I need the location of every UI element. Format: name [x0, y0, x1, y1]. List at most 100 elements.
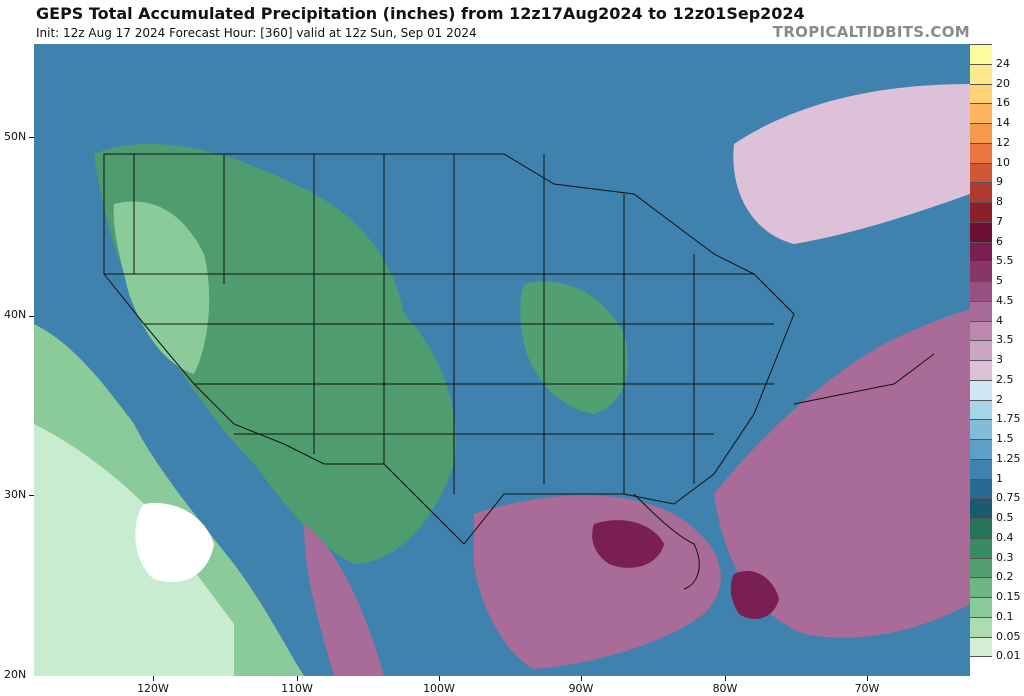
colorbar-swatch — [970, 281, 992, 301]
dry-baja-patch — [135, 503, 214, 583]
colorbar-swatch — [970, 537, 992, 558]
very-dry-pacific-region — [34, 424, 234, 676]
colorbar-level: 0.3 — [970, 537, 1024, 564]
colorbar-level: 0.15 — [970, 577, 1024, 603]
colorbar-level: 1.25 — [970, 439, 1024, 465]
colorbar-level: 0.4 — [970, 518, 1024, 544]
lon-label-70w: 70W — [854, 682, 880, 695]
colorbar-label: 20 — [996, 76, 1010, 90]
colorbar-label: 24 — [996, 56, 1010, 70]
lon-tick — [153, 676, 154, 681]
map-canvas — [34, 44, 970, 676]
colorbar-level: 16 — [970, 83, 1024, 109]
colorbar-swatch — [970, 340, 992, 360]
map-subtitle: Init: 12z Aug 17 2024 Forecast Hour: [36… — [36, 26, 477, 40]
colorbar-swatch — [970, 162, 992, 183]
colorbar-swatch — [970, 557, 992, 578]
colorbar-level: 3.5 — [970, 320, 1024, 346]
colorbar-swatch — [970, 202, 992, 222]
colorbar-label: 5.5 — [996, 254, 1014, 268]
brand-watermark: TROPICALTIDBITS.COM — [772, 23, 970, 41]
colorbar-level: 2.5 — [970, 360, 1024, 386]
colorbar-label: 9 — [996, 175, 1003, 189]
lon-label-80w: 80W — [712, 682, 738, 695]
colorbar-label: 3.5 — [996, 333, 1014, 347]
colorbar-label: 5 — [996, 274, 1003, 287]
boundary-lines — [103, 153, 935, 590]
colorbar-level — [970, 656, 1024, 676]
colorbar-label: 4.5 — [996, 293, 1014, 307]
colorbar-swatch — [970, 636, 992, 657]
colorbar-swatch — [970, 399, 992, 420]
colorbar-swatch — [970, 261, 992, 281]
colorbar-swatch — [970, 577, 992, 597]
colorbar-level: 8 — [970, 182, 1024, 208]
colorbar-level: 9 — [970, 162, 1024, 188]
colorbar-level: 0.75 — [970, 478, 1024, 504]
colorbar-level: 1.5 — [970, 419, 1024, 445]
colorbar-level: 0.1 — [970, 597, 1024, 623]
colorbar-level: 24 — [970, 44, 1024, 70]
colorbar-legend: 24 20 16 14 12 10 9 8 7 6 5.5 5 4.5 4 3.5 3 2.5 2 1.75 1.5 1… — [970, 44, 1024, 676]
gulf-heavy-core — [592, 520, 664, 568]
lat-label-20n: 20N — [4, 668, 27, 681]
colorbar-level: 14 — [970, 103, 1024, 129]
canada-wet-region — [733, 84, 970, 244]
colorbar-swatch — [970, 360, 992, 380]
colorbar-swatch — [970, 103, 992, 123]
colorbar-swatch — [970, 182, 992, 202]
colorbar-level: 1.75 — [970, 399, 1024, 425]
colorbar-level: 0.2 — [970, 557, 1024, 583]
colorbar-level: 5.5 — [970, 241, 1024, 267]
colorbar-label: 1.5 — [996, 432, 1014, 445]
lat-label-30n: 30N — [4, 488, 27, 501]
colorbar-swatch — [970, 498, 992, 518]
lon-label-100w: 100W — [423, 682, 455, 695]
colorbar-label: 0.15 — [996, 590, 1021, 603]
west-us-light-green — [113, 201, 210, 374]
lon-tick — [581, 676, 582, 681]
colorbar-swatch — [970, 63, 992, 84]
colorbar-level: 0.5 — [970, 498, 1024, 524]
colorbar-swatch — [970, 518, 992, 538]
lat-tick — [29, 316, 34, 317]
colorbar-label: 8 — [996, 195, 1003, 208]
midwest-green — [520, 281, 628, 414]
colorbar-level: 0.01 — [970, 636, 1024, 662]
colorbar-swatch — [970, 221, 992, 242]
colorbar-swatch — [970, 656, 992, 676]
colorbar-level: 3 — [970, 340, 1024, 366]
lon-label-120w: 120W — [137, 682, 169, 695]
lat-tick — [29, 137, 34, 138]
colorbar-level: 7 — [970, 202, 1024, 228]
colorbar-swatch — [970, 439, 992, 459]
lon-tick — [725, 676, 726, 681]
colorbar-label: 0.05 — [996, 629, 1021, 643]
colorbar-label: 1.25 — [996, 451, 1021, 465]
colorbar-label: 16 — [996, 96, 1010, 110]
colorbar-level: 4.5 — [970, 281, 1024, 307]
colorbar-label: 2 — [996, 392, 1003, 406]
map-title: GEPS Total Accumulated Precipitation (in… — [36, 4, 805, 23]
colorbar-swatch — [970, 458, 992, 479]
colorbar-swatch — [970, 616, 992, 637]
colorbar-swatch — [970, 123, 992, 143]
colorbar-swatch — [970, 241, 992, 262]
colorbar-label: 0.75 — [996, 491, 1021, 505]
lat-label-40n: 40N — [4, 308, 27, 321]
colorbar-swatch — [970, 44, 992, 64]
colorbar-swatch — [970, 142, 992, 163]
colorbar-swatch — [970, 83, 992, 104]
colorbar-label: 1.75 — [996, 412, 1021, 426]
lon-tick — [867, 676, 868, 681]
colorbar-label: 0.2 — [996, 570, 1014, 584]
colorbar-level: 5 — [970, 261, 1024, 287]
colorbar-swatch — [970, 597, 992, 617]
colorbar-label: 0.1 — [996, 609, 1014, 623]
colorbar-level: 20 — [970, 63, 1024, 90]
bahamas-heavy-core — [730, 570, 779, 619]
mexico-pacific-wet — [304, 524, 384, 676]
colorbar-swatch — [970, 379, 992, 400]
colorbar-swatch — [970, 478, 992, 499]
colorbar-swatch — [970, 300, 992, 321]
